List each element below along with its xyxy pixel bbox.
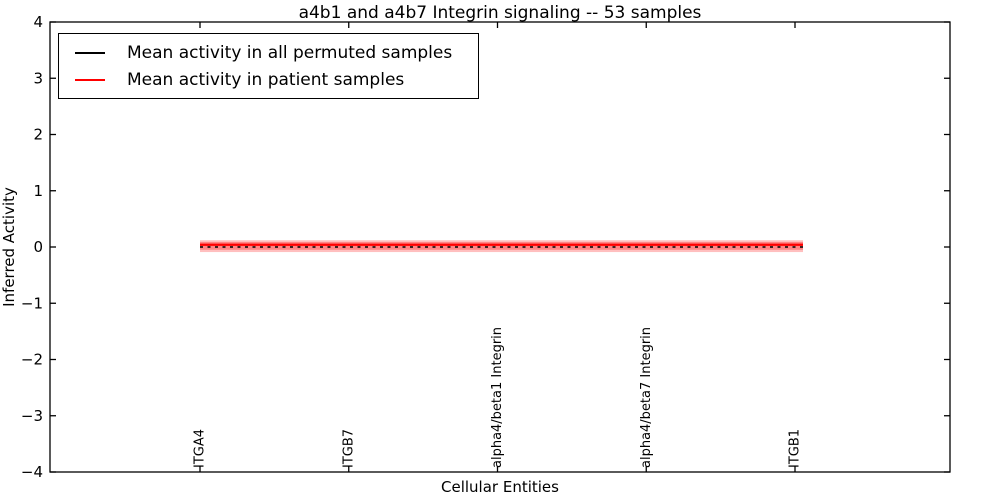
mean-band-outer [200,240,803,253]
y-tick-label: 4 [33,13,43,31]
y-tick-label: 3 [33,69,43,87]
red-line-sample-icon [75,78,105,81]
y-tick-label: 0 [33,238,43,256]
mean-band-inner [200,241,803,250]
plot-area: 4 3 2 1 0 −1 −2 −3 −4 ITGA4 ITGB7 alpha4/beta1 Inte… [21,13,951,481]
x-tick-label: ITGB7 [341,429,356,468]
legend: Mean activity in all permuted samples Me… [58,33,480,99]
x-tick-label: ITGA4 [193,429,208,468]
y-tick-label: −4 [21,463,43,481]
black-line-sample-icon [75,51,105,54]
x-tick-label: alpha4/beta7 Integrin [639,327,654,468]
chart-title: a4b1 and a4b7 Integrin signaling -- 53 s… [299,3,702,23]
y-tick-label: −3 [21,407,43,425]
legend-entry-permuted: Mean activity in all permuted samples [75,39,452,66]
y-tick-label: −1 [21,294,43,312]
y-tick-label: 2 [33,126,43,144]
legend-label-permuted: Mean activity in all permuted samples [127,42,453,63]
legend-entry-patient: Mean activity in patient samples [75,66,452,93]
x-tick-label: ITGB1 [788,429,803,468]
x-axis-label: Cellular Entities [441,478,559,496]
legend-label-patient: Mean activity in patient samples [127,69,405,90]
y-tick-label: −2 [21,351,43,369]
x-tick-label: alpha4/beta1 Integrin [490,327,505,468]
y-axis-label: Inferred Activity [0,187,18,307]
y-tick-label: 1 [33,182,43,200]
